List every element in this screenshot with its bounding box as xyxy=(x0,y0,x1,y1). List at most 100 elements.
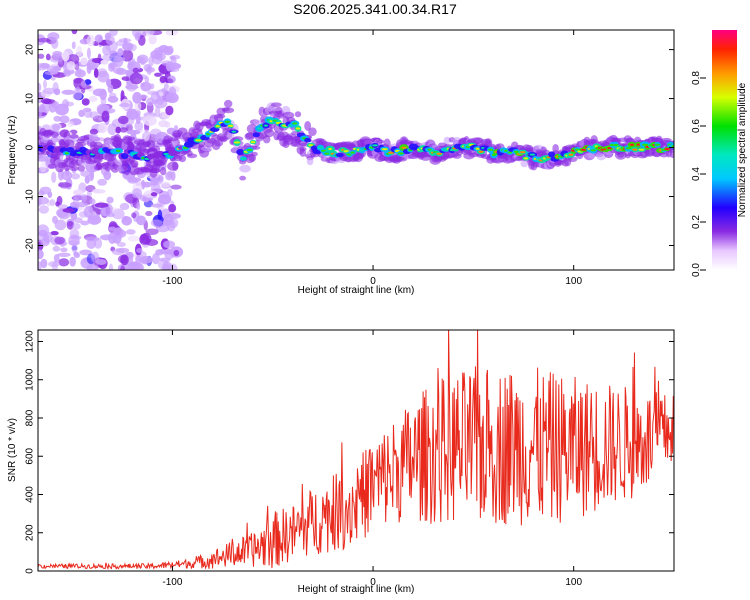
spectrogram-cell xyxy=(321,149,327,152)
spectrogram-cell xyxy=(157,260,170,270)
spectrogram-cell xyxy=(170,54,181,60)
spectrogram-cell xyxy=(151,253,160,265)
spectrogram-cell xyxy=(80,57,88,66)
spectrogram-cell xyxy=(113,55,124,68)
spectrogram-cell xyxy=(73,252,81,258)
spectrogram-cell xyxy=(308,144,314,147)
spectrogram-cell xyxy=(671,145,674,148)
spectrogram-cell xyxy=(58,182,72,188)
spectrogram-cell xyxy=(109,30,118,37)
snr-xlabel: Height of straight line (km) xyxy=(298,584,415,595)
spectrogram-cell xyxy=(62,208,75,213)
spectrogram-cell xyxy=(50,131,59,138)
spectrogram-cell xyxy=(160,181,171,188)
spectrogram-cell xyxy=(669,151,674,159)
spectrogram-cell xyxy=(54,236,65,245)
spectrogram-cell xyxy=(96,68,108,78)
spectrogram-cell xyxy=(70,173,81,180)
spectrogram-cell xyxy=(85,236,100,242)
spectrogram-cell xyxy=(488,148,494,151)
spectrogram-cell xyxy=(328,147,332,151)
spectrogram-cell xyxy=(80,80,87,89)
spectrogram-cell xyxy=(151,145,161,153)
spectrogram-cell xyxy=(142,115,157,126)
spectrogram-cell xyxy=(48,103,57,113)
spectrogram-cell xyxy=(44,233,50,244)
spectrogram-cell xyxy=(42,87,57,95)
spectrogram-cell xyxy=(134,101,142,112)
colorbar-gradient xyxy=(712,30,737,270)
spectrogram-cell xyxy=(143,63,152,72)
spectrogram-cell xyxy=(38,196,50,205)
spectrogram-cell xyxy=(507,151,513,154)
spectrogram-cell xyxy=(294,111,302,118)
spectrogram-cell xyxy=(79,249,93,256)
spectrogram-cell xyxy=(80,220,90,226)
spectrogram-cell xyxy=(87,215,102,225)
spectrogram-cell xyxy=(76,67,82,76)
spectrogram-cell xyxy=(74,217,83,224)
snr-xtick-label: 100 xyxy=(565,577,582,588)
spectrogram-cell xyxy=(151,99,159,104)
spectrogram-cell xyxy=(231,130,237,133)
spectrogram-xtick-label: 100 xyxy=(565,276,582,287)
spectrogram-cell xyxy=(638,148,645,151)
spectrogram-cell xyxy=(69,165,79,172)
spectrogram-cell xyxy=(38,82,42,92)
spectrogram-cell xyxy=(240,157,247,160)
spectrogram-cell xyxy=(61,51,70,62)
spectrogram-cell xyxy=(72,223,81,230)
spectrogram-cell xyxy=(38,37,51,43)
spectrogram-cell xyxy=(216,114,226,119)
spectrogram-cell xyxy=(134,31,141,41)
spectrogram-cell xyxy=(397,152,404,155)
spectrogram-cell xyxy=(159,158,167,166)
spectrogram-cell xyxy=(239,175,247,181)
spectrogram-cell xyxy=(84,79,92,86)
snr-ytick-label: 1000 xyxy=(25,368,36,391)
spectrogram-cell xyxy=(106,213,115,218)
spectrogram-cell xyxy=(40,258,48,269)
spectrogram-cell xyxy=(86,264,99,270)
spectrogram-cell xyxy=(38,205,49,214)
colorbar-tick-label: 0.6 xyxy=(691,119,702,133)
spectrogram-cell xyxy=(77,164,86,172)
spectrogram-cell xyxy=(164,121,171,128)
spectrogram-cell xyxy=(165,78,174,84)
spectrogram-cell xyxy=(76,141,87,147)
spectrogram-cell xyxy=(68,240,80,246)
spectrogram-cell xyxy=(239,164,251,173)
spectrogram-cell xyxy=(106,79,111,88)
spectrogram-cell xyxy=(664,147,671,151)
snr-ytick-label: 200 xyxy=(25,524,36,541)
spectrogram-cell xyxy=(87,205,93,213)
spectrogram-cell xyxy=(135,254,141,266)
spectrogram-cell xyxy=(95,259,107,266)
spectrogram-cell xyxy=(270,102,282,108)
spectrogram-cell xyxy=(123,136,136,141)
spectrogram-cell xyxy=(51,38,59,49)
spectrogram-cell xyxy=(93,68,99,78)
spectrogram-cell xyxy=(263,128,275,138)
spectrogram-cell xyxy=(57,252,71,257)
spectrogram-cell xyxy=(150,176,159,186)
spectrogram-cell xyxy=(39,63,51,69)
spectrogram-cell xyxy=(119,202,130,211)
spectrogram-cell xyxy=(317,146,324,149)
spectrogram-cell xyxy=(92,188,101,194)
spectrogram-cell xyxy=(159,75,167,84)
spectrogram-cell xyxy=(236,148,245,156)
spectrogram-cell xyxy=(52,245,61,252)
spectrogram-cell xyxy=(306,157,314,166)
spectrogram-cell xyxy=(178,154,187,163)
spectrogram-cell xyxy=(118,115,129,125)
spectrogram-cell xyxy=(119,127,128,133)
spectrogram-cell xyxy=(120,90,125,102)
spectrogram-cell xyxy=(84,109,93,118)
spectrogram-cell xyxy=(69,134,79,139)
spectrogram-cell xyxy=(195,139,202,142)
spectrogram-cell xyxy=(150,192,158,197)
spectrogram-cell xyxy=(120,265,126,270)
spectrogram-cell xyxy=(132,91,142,104)
